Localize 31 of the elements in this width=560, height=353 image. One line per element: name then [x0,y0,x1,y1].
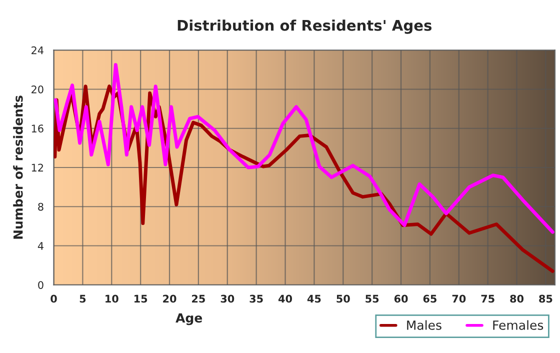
line-series [54,63,554,234]
y-tick-label: 12 [32,164,43,172]
x-tick-label: 85 [539,294,552,303]
x-tick-label: 55 [366,294,379,303]
y-axis-title: Number of residents [13,96,23,239]
x-tick-label: 50 [336,294,350,303]
x-tick-label: 10 [106,294,118,303]
y-tick-label: 16 [32,124,44,132]
legend-label: Females [493,320,544,330]
x-tick-label: 45 [307,294,321,303]
x-tick-label: 40 [278,294,292,303]
x-tick-label: 0 [50,294,57,303]
y-tick-label: 0 [38,281,44,289]
x-tick-label: 20 [163,294,176,303]
x-tick-label: 80 [510,294,524,303]
x-tick-label: 5 [80,294,86,303]
x-tick-label: 60 [394,294,408,303]
x-axis-title: Age [176,313,202,326]
x-tick-label: 65 [423,294,436,303]
y-tick-label: 8 [38,202,44,211]
x-tick-label: 15 [134,294,148,303]
x-tick-label: 25 [192,294,205,303]
x-tick-label: 35 [250,294,263,303]
x-tick-label: 70 [452,294,466,303]
x-tick-label: 75 [481,294,494,303]
y-tick-label: 24 [32,46,44,54]
y-tick-label: 20 [32,85,44,94]
chart-title: Distribution of Residents' Ages [178,20,432,34]
legend-label: Males [407,320,442,330]
x-tick-label: 30 [220,294,234,303]
y-tick-label: 4 [38,242,44,250]
